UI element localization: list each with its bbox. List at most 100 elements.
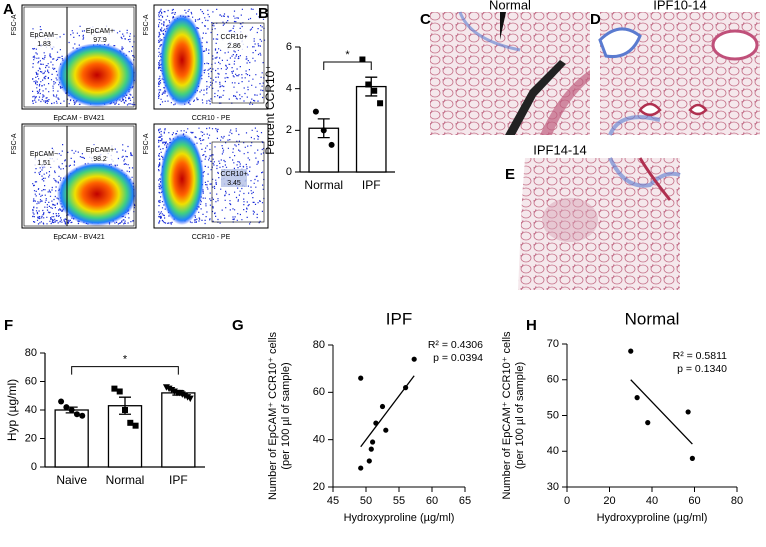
data-point xyxy=(379,403,386,410)
data-point xyxy=(328,141,335,148)
y-tick-label: 30 xyxy=(547,481,559,493)
data-point xyxy=(320,127,327,134)
annotation: p = 0.0394 xyxy=(433,352,483,364)
flow-y-label: FSC-A xyxy=(143,14,150,35)
gate-name: EpCAM− xyxy=(30,32,58,39)
flow-y-label: FSC-A xyxy=(11,14,18,35)
data-point xyxy=(111,385,118,392)
flow-density xyxy=(57,43,137,107)
gate xyxy=(66,6,135,108)
data-point xyxy=(377,100,384,107)
y-axis-label: (per 100 µl of sample) xyxy=(280,362,292,469)
y-axis-label: Number of EpCAM⁺ CCR10⁺ cells xyxy=(267,331,279,500)
panel-letter: D xyxy=(590,11,601,28)
image-title: IPF10-14 xyxy=(653,0,706,12)
x-tick-label: Normal xyxy=(106,473,145,487)
x-tick-label: IPF xyxy=(169,473,188,487)
y-tick-label: 60 xyxy=(313,386,325,398)
data-point xyxy=(645,420,651,426)
data-point xyxy=(68,407,75,413)
flow-x-label: CCR10 - PE xyxy=(192,234,231,241)
gate-name: EpCAM− xyxy=(30,151,58,158)
y-tick-label: 60 xyxy=(25,375,37,387)
data-point xyxy=(365,81,372,88)
y-tick-label: 40 xyxy=(25,404,37,416)
y-tick-label: 50 xyxy=(547,409,559,421)
flow-y-label: FSC-A xyxy=(11,133,18,154)
gate-label-bg xyxy=(30,30,58,48)
x-tick-label: 50 xyxy=(360,495,372,507)
gate-value: 2.86 xyxy=(227,43,241,50)
flow-density xyxy=(160,14,204,106)
x-tick-label: IPF xyxy=(362,178,381,192)
x-tick-label: 60 xyxy=(688,495,700,507)
flow-x-label: CCR10 - PE xyxy=(192,115,231,122)
annotation: p = 0.1340 xyxy=(677,363,727,375)
data-point xyxy=(312,108,319,115)
flow-density xyxy=(160,133,204,225)
annotation: R² = 0.4306 xyxy=(428,339,483,351)
data-point xyxy=(368,446,374,452)
x-tick-label: 80 xyxy=(731,495,743,507)
data-point xyxy=(358,375,364,381)
y-tick-label: 40 xyxy=(313,434,325,446)
gate xyxy=(211,22,265,104)
flow-x-label: EpCAM - BV421 xyxy=(53,234,104,241)
x-tick-label: 55 xyxy=(393,495,405,507)
gate-name: EpCAM+ xyxy=(86,147,114,154)
panel-letter: B xyxy=(258,5,269,22)
significance-bracket xyxy=(323,61,372,70)
x-tick-label: Normal xyxy=(304,178,343,192)
y-tick-label: 80 xyxy=(25,347,37,359)
x-tick-label: Naive xyxy=(56,473,87,487)
panel-letter: E xyxy=(505,166,515,183)
significance-label: * xyxy=(123,354,128,366)
y-tick-label: 0 xyxy=(31,461,37,473)
chart-title: Normal xyxy=(625,309,680,328)
flow-density xyxy=(57,162,137,226)
panel-letter: A xyxy=(3,1,14,18)
gate-label-bg xyxy=(221,169,247,187)
data-point xyxy=(116,388,123,395)
data-point xyxy=(411,356,417,362)
flow-x-label: EpCAM - BV421 xyxy=(53,115,104,122)
data-point xyxy=(63,404,70,411)
y-axis-label: Percent CCR10⁺ xyxy=(263,64,277,154)
data-point xyxy=(359,56,366,63)
fit-line xyxy=(630,379,693,445)
y-tick-label: 70 xyxy=(547,338,559,350)
bar xyxy=(355,85,387,173)
histology-image-d xyxy=(598,12,760,136)
histology-image-e xyxy=(518,157,681,290)
x-tick-label: 40 xyxy=(646,495,658,507)
y-tick-label: 20 xyxy=(25,432,37,444)
y-axis-label: Hyp (µg/ml) xyxy=(5,379,19,441)
panel-letter: F xyxy=(4,317,13,334)
gate-value: 3.45 xyxy=(227,180,241,187)
x-tick-label: 0 xyxy=(564,495,570,507)
gate-name: EpCAM+ xyxy=(86,28,114,35)
gate-label-bg xyxy=(221,32,247,50)
data-point xyxy=(689,455,695,461)
data-point xyxy=(628,348,634,354)
x-axis-label: Hydroxyproline (µg/ml) xyxy=(344,512,455,524)
data-point xyxy=(127,419,134,426)
x-tick-label: 45 xyxy=(327,495,339,507)
panel-letter: C xyxy=(420,11,431,28)
bar xyxy=(54,409,89,468)
gate-label-bg xyxy=(30,149,58,167)
significance-label: * xyxy=(345,49,350,61)
image-title: IPF14-14 xyxy=(533,142,586,157)
data-point xyxy=(685,409,691,415)
panel-letter: G xyxy=(232,317,244,334)
x-tick-label: 60 xyxy=(426,495,438,507)
gate-value: 1.83 xyxy=(37,41,51,48)
x-tick-label: 65 xyxy=(459,495,471,507)
y-tick-label: 60 xyxy=(547,374,559,386)
gate-name: CCR10+ xyxy=(220,171,247,178)
data-point xyxy=(132,422,139,429)
y-axis-label: Number of EpCAM⁺ CCR10⁺ cells xyxy=(501,331,513,500)
data-point xyxy=(634,395,640,401)
